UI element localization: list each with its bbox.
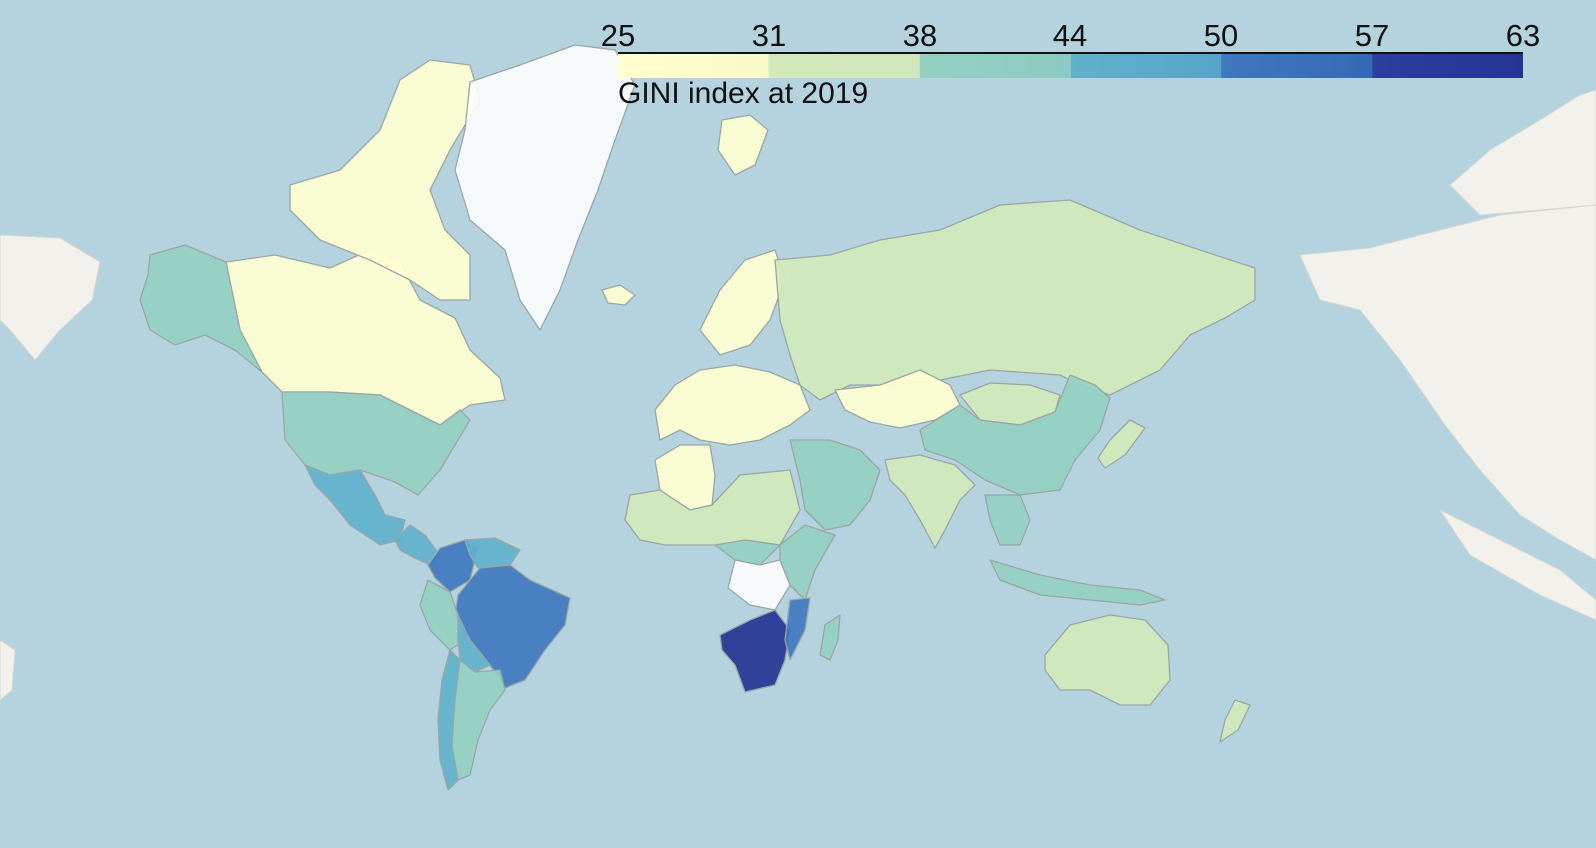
country-japan[interactable]	[1097, 419, 1146, 469]
country-india[interactable]	[884, 454, 976, 549]
country-new-zealand[interactable]	[1219, 699, 1251, 743]
country-australia[interactable]	[1044, 614, 1171, 706]
country-alaska[interactable]	[139, 244, 263, 373]
country-china[interactable]	[919, 374, 1111, 496]
country-southern-africa[interactable]	[719, 609, 791, 693]
country-dr-congo[interactable]	[727, 559, 791, 611]
country-middle-east[interactable]	[789, 439, 881, 531]
legend-tick-label: 50	[1204, 18, 1238, 53]
legend-tick-label: 31	[752, 18, 786, 53]
country-iceland[interactable]	[601, 284, 636, 306]
country-central-africa[interactable]	[714, 539, 781, 566]
country-indonesia[interactable]	[989, 559, 1166, 606]
country-peru[interactable]	[419, 579, 466, 651]
legend-tick-label: 44	[1053, 18, 1087, 53]
country-east-africa[interactable]	[779, 524, 836, 601]
legend-tick-label: 63	[1506, 18, 1540, 53]
color-legend: 25 31 38 44 50 57 63 GINI index at 2019	[601, 18, 1540, 110]
legend-tick-label: 57	[1355, 18, 1389, 53]
country-russia[interactable]	[774, 199, 1256, 401]
legend-color-bar	[618, 54, 1523, 78]
legend-title: GINI index at 2019	[618, 77, 868, 110]
country-argentina[interactable]	[451, 659, 506, 781]
country-mozambique[interactable]	[784, 597, 811, 661]
country-madagascar[interactable]	[819, 614, 841, 661]
country-svalbard[interactable]	[717, 114, 769, 176]
country-mexico[interactable]	[304, 464, 406, 546]
legend-tick-label: 25	[601, 18, 635, 53]
country-canada-arctic[interactable]	[289, 59, 481, 301]
legend-tick-label: 38	[903, 18, 937, 53]
country-western-europe[interactable]	[654, 364, 811, 446]
country-greenland[interactable]	[454, 44, 636, 331]
neighbor-land	[0, 89, 1596, 701]
country-southeast-asia[interactable]	[984, 494, 1031, 546]
